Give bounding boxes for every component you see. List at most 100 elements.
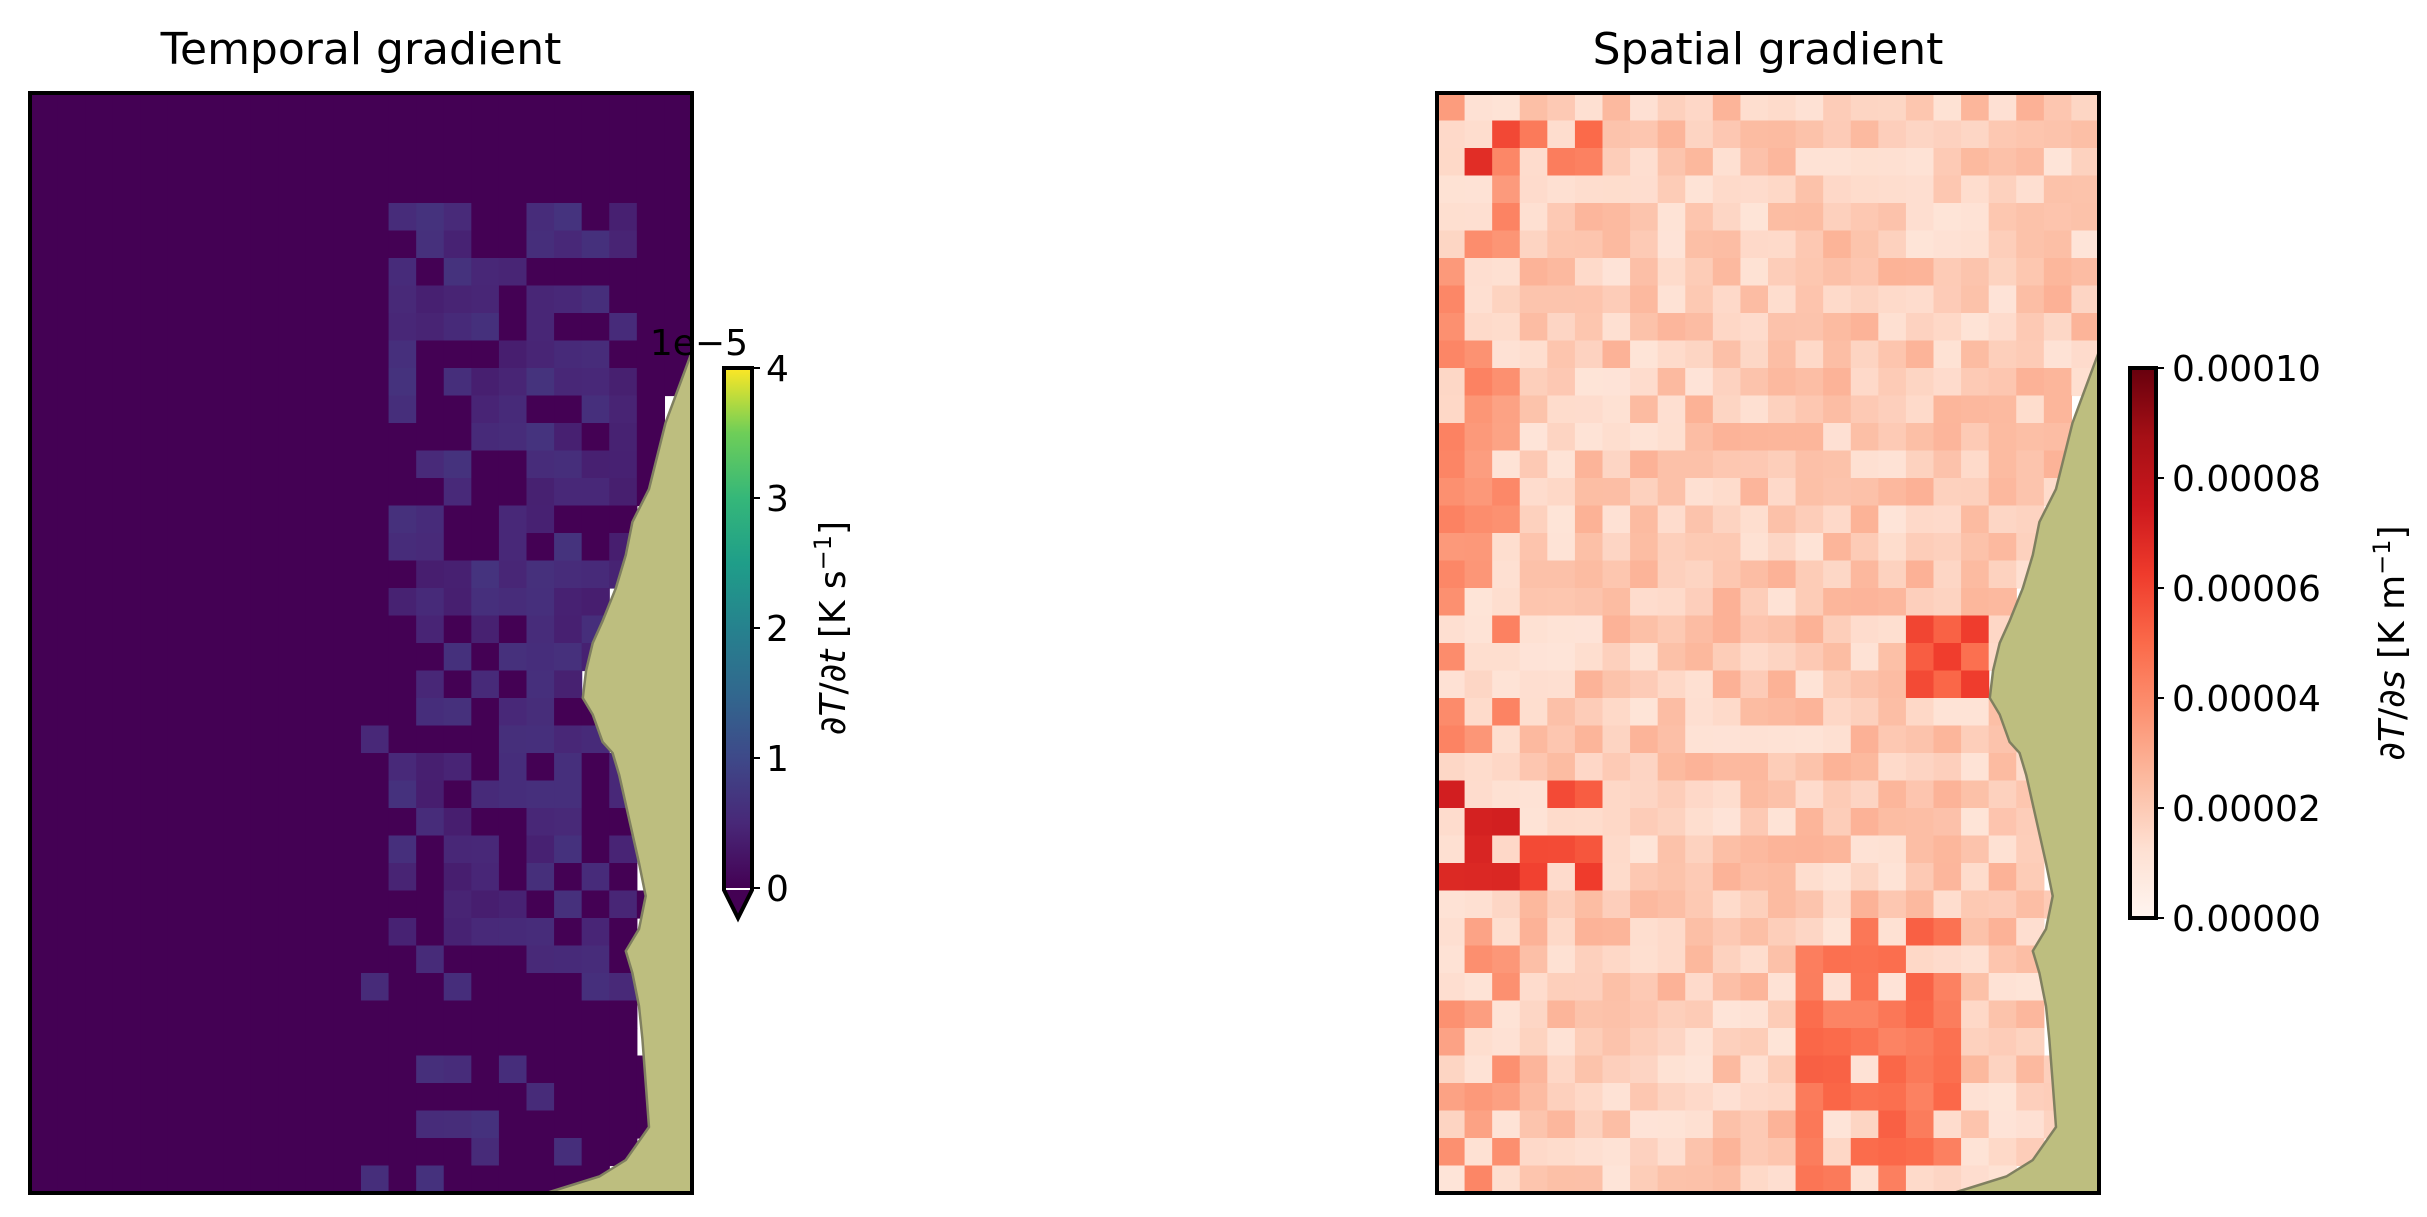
heatmap-cell [443,890,472,919]
heatmap-cell [278,203,307,232]
heatmap-cell [1492,203,1521,232]
heatmap-cell [250,148,279,177]
heatmap-cell [526,175,555,204]
heatmap-cell [85,835,114,864]
heatmap-cell [1740,1110,1769,1139]
heatmap-cell [1519,1138,1548,1167]
heatmap-cell [195,285,224,314]
heatmap-cell [167,258,197,287]
heatmap-cell [112,780,141,809]
heatmap-cell [443,725,472,754]
heatmap-cell [609,175,638,204]
heatmap-cell [1988,505,2017,534]
heatmap-cell [1657,230,1686,259]
heatmap-cell [1657,478,1686,507]
heatmap-cell [1547,258,1576,287]
heatmap-cell [333,230,362,259]
heatmap-cell [1740,753,1769,782]
heatmap-cell [609,120,638,149]
heatmap-cell [554,780,583,809]
heatmap-cell [554,505,583,534]
heatmap-cell [223,918,252,947]
heatmap-cell [1933,753,1962,782]
heatmap-cell [1768,780,1797,809]
heatmap-cell [2043,313,2073,342]
heatmap-cell [554,1110,583,1139]
heatmap-cell [498,1138,528,1167]
heatmap-cell [1630,835,1659,864]
heatmap-cell [1933,120,1962,149]
heatmap-cell [57,533,86,562]
heatmap-cell [195,753,224,782]
heatmap-cell [250,1028,279,1057]
heatmap-cell [388,698,417,727]
heatmap-cell [1712,203,1742,232]
heatmap-cell [1492,93,1521,122]
heatmap-cell [471,1165,500,1193]
heatmap-cell [30,533,59,562]
heatmap-cell [498,230,528,259]
heatmap-cell [1768,1138,1797,1167]
heatmap-cell [195,588,224,617]
heatmap-cell [581,230,610,259]
heatmap-cell [1768,533,1797,562]
heatmap-cell [526,780,555,809]
heatmap-cell [471,588,500,617]
heatmap-cell [471,945,500,974]
heatmap-cell [223,175,252,204]
heatmap-cell [305,450,335,479]
heatmap-cell [526,588,555,617]
heatmap-cell [1768,340,1797,369]
heatmap-cell [223,368,252,397]
heatmap-cell [498,505,528,534]
heatmap-cell [1519,725,1548,754]
heatmap-cell [526,203,555,232]
heatmap-cell [1823,918,1852,947]
heatmap-cell [1464,450,1493,479]
heatmap-cell [1519,643,1548,672]
heatmap-cell [1547,175,1576,204]
heatmap-cell [1905,1000,1935,1029]
heatmap-cell [85,505,114,534]
heatmap-cell [250,753,279,782]
heatmap-cell [443,1110,472,1139]
heatmap-cell [1630,1055,1659,1084]
heatmap-cell [195,533,224,562]
heatmap-cell [526,313,555,342]
heatmap-cell [85,918,114,947]
heatmap-cell [1712,505,1742,534]
heatmap-cell [1905,340,1935,369]
heatmap-cell [57,945,86,974]
heatmap-cell [57,1028,86,1057]
heatmap-cell [1464,615,1493,644]
heatmap-cell [85,1055,114,1084]
heatmap-cell [1795,478,1824,507]
heatmap-cell [1602,698,1631,727]
heatmap-cell [1519,258,1548,287]
heatmap-cell [1574,533,1604,562]
heatmap-cell [305,835,335,864]
heatmap-cell [195,1055,224,1084]
heatmap-cell [526,945,555,974]
heatmap-cell [1492,643,1521,672]
heatmap-cell [250,1138,279,1167]
heatmap-cell [361,203,390,232]
heatmap-cell [250,890,279,919]
heatmap-cell [1464,753,1493,782]
heatmap-cell [1905,973,1935,1002]
heatmap-cell [1850,285,1879,314]
heatmap-cell [30,478,59,507]
heatmap-cell [1519,368,1548,397]
heatmap-cell [1768,1110,1797,1139]
heatmap-cell [2016,423,2045,452]
heatmap-cell [554,1138,583,1167]
heatmap-cell [1740,505,1769,534]
heatmap-cell [1795,615,1824,644]
heatmap-cell [57,1110,86,1139]
heatmap-cell [1602,1055,1631,1084]
heatmap-cell [361,258,390,287]
heatmap-cell [1519,450,1548,479]
heatmap-cell [1547,203,1576,232]
heatmap-cell [1574,395,1604,424]
heatmap-cell [2016,230,2045,259]
